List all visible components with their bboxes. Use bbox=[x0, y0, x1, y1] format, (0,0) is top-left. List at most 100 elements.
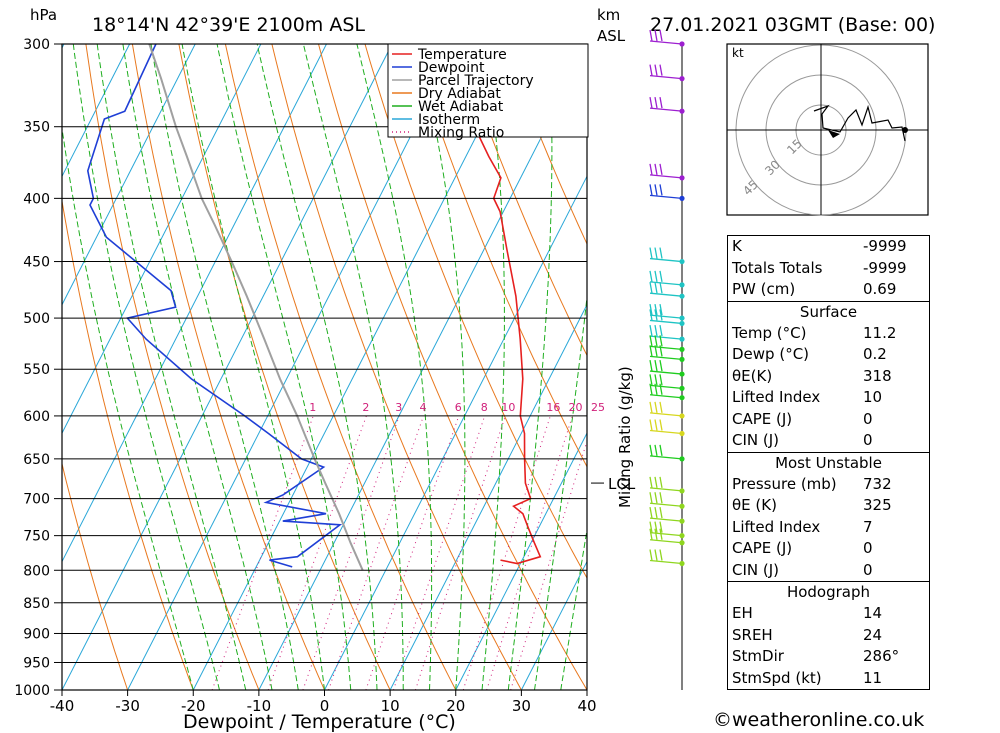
x-tick-label: 40 bbox=[577, 697, 596, 715]
datetime-title: 27.01.2021 03GMT (Base: 00) bbox=[650, 14, 935, 36]
dry-adiabat-line bbox=[504, 44, 587, 246]
mixing-ratio-tick-label: 1 bbox=[309, 401, 316, 414]
surface-row: Lifted Index 10 bbox=[728, 387, 929, 409]
km-axis-unit: km bbox=[597, 6, 620, 24]
wind-barb bbox=[649, 282, 683, 297]
isotherm-line bbox=[455, 432, 587, 690]
most-unstable-section-title: Most Unstable bbox=[775, 453, 882, 472]
most_unstable-value: 7 bbox=[863, 517, 873, 536]
isotherm-line bbox=[389, 303, 587, 690]
wet-adiabat-line bbox=[507, 44, 553, 690]
wind-barb bbox=[649, 163, 683, 179]
x-tick-label: 0 bbox=[320, 697, 330, 715]
surface-section-title: Surface bbox=[799, 302, 858, 321]
hodograph-key: StmSpd (kt) bbox=[732, 668, 822, 687]
wind-barb bbox=[649, 359, 683, 375]
hodograph-section-title: Hodograph bbox=[786, 583, 871, 601]
y-tick-label: 750 bbox=[23, 529, 50, 545]
hodograph-value: 24 bbox=[863, 625, 883, 644]
wet-adiabat-line bbox=[560, 526, 587, 690]
x-tick-label: 30 bbox=[512, 697, 531, 715]
hodograph-value: 14 bbox=[863, 604, 883, 622]
most_unstable-row: Lifted Index 7 bbox=[728, 517, 929, 539]
mixing-ratio-tick-label: 4 bbox=[419, 401, 426, 414]
wind-barb bbox=[649, 374, 683, 390]
y-tick-label: 950 bbox=[23, 655, 50, 671]
wet-adiabat-line bbox=[417, 44, 466, 690]
mixing-ratio-tick-label: 10 bbox=[501, 401, 515, 414]
wind-barb bbox=[649, 64, 683, 80]
most_unstable-key: CIN (J) bbox=[732, 560, 780, 579]
x-tick-label: 20 bbox=[446, 697, 465, 715]
general-row: Totals Totals -9999 bbox=[728, 258, 929, 280]
surface-value: 0.2 bbox=[863, 345, 887, 363]
y-tick-label: 900 bbox=[23, 626, 50, 642]
y-tick-label: 300 bbox=[23, 37, 50, 53]
legend-label: Parcel Trajectory bbox=[418, 73, 534, 89]
isotherm-line bbox=[258, 46, 587, 690]
mixing-ratio-tick-label: 8 bbox=[481, 401, 488, 414]
legend-label: Isotherm bbox=[418, 112, 480, 128]
legend-label: Wet Adiabat bbox=[418, 99, 504, 115]
most_unstable-row: CIN (J) 0 bbox=[728, 560, 929, 582]
isotherm-line bbox=[62, 44, 196, 306]
surface-row: Temp (°C) 11.2 bbox=[728, 323, 929, 345]
x-axis-label: Dewpoint / Temperature (°C) bbox=[183, 711, 456, 733]
surface-key: θE(K) bbox=[732, 366, 773, 385]
surface-key: CAPE (J) bbox=[732, 409, 793, 428]
wind-barb bbox=[649, 184, 683, 200]
most_unstable-value: 0 bbox=[863, 560, 873, 579]
most_unstable-row: CAPE (J) 0 bbox=[728, 538, 929, 560]
legend-label: Dry Adiabat bbox=[418, 86, 501, 102]
most_unstable-value: 732 bbox=[863, 474, 892, 493]
wet-adiabat-line bbox=[586, 687, 587, 690]
general-key: PW (cm) bbox=[732, 280, 796, 298]
dry-adiabat-line bbox=[970, 44, 1000, 690]
mixing-ratio-line bbox=[302, 415, 400, 690]
location-title: 18°14'N 42°39'E 2100m ASL bbox=[92, 14, 365, 36]
hodograph-key: EH bbox=[732, 604, 753, 622]
hodograph-row: EH 14 bbox=[728, 603, 929, 625]
x-tick-label: -30 bbox=[115, 697, 140, 715]
legend-label: Temperature bbox=[417, 47, 507, 63]
y-tick-label: 500 bbox=[23, 311, 50, 327]
hodograph-key: SREH bbox=[732, 625, 773, 644]
barb-point bbox=[679, 533, 685, 539]
wind-barb bbox=[649, 528, 683, 544]
y-tick-label: 650 bbox=[23, 452, 50, 468]
y-tick-label: 1000 bbox=[14, 683, 50, 699]
y-tick-label: 800 bbox=[23, 563, 50, 579]
general-key: Totals Totals bbox=[732, 258, 823, 277]
wind-barbs bbox=[649, 29, 685, 690]
dewpoint-line bbox=[86, 44, 343, 568]
mixing-ratio-line bbox=[328, 415, 424, 690]
y-tick-label: 600 bbox=[23, 409, 50, 425]
surface-row: CAPE (J) 0 bbox=[728, 409, 929, 431]
general-key: K bbox=[732, 237, 742, 255]
most_unstable-key: Lifted Index bbox=[732, 517, 821, 536]
hodograph-row: StmSpd (kt) 11 bbox=[728, 668, 929, 690]
legend-label: Dewpoint bbox=[418, 60, 485, 76]
mixing-ratio-labels: 1 2 3 4 6 8 10 16 20 25 bbox=[309, 401, 605, 414]
isotherm-line bbox=[62, 44, 131, 178]
mixing-ratio-tick-label: 25 bbox=[591, 401, 605, 414]
hodograph-row: StmDir 286° bbox=[728, 646, 929, 668]
hpa-axis-unit: hPa bbox=[30, 6, 57, 24]
wind-barb bbox=[649, 303, 683, 319]
barb-point bbox=[679, 560, 685, 567]
wind-barb bbox=[649, 419, 683, 435]
y-tick-label: 350 bbox=[23, 120, 50, 136]
surface-key: Lifted Index bbox=[732, 388, 821, 406]
most_unstable-value: 0 bbox=[863, 539, 873, 557]
hodograph-end-point bbox=[902, 127, 908, 133]
surface-value: 0 bbox=[863, 431, 873, 449]
most_unstable-value: 325 bbox=[863, 496, 892, 514]
y-tick-label: 550 bbox=[23, 362, 50, 378]
x-tick-label: 10 bbox=[381, 697, 400, 715]
hodograph-value: 11 bbox=[863, 668, 883, 687]
hodograph-unit-label: kt bbox=[732, 46, 744, 60]
wet-adiabat-line bbox=[534, 293, 587, 690]
x-tick-label: -40 bbox=[50, 697, 75, 715]
surface-value: 11.2 bbox=[863, 323, 897, 342]
surface-row: CIN (J) 0 bbox=[728, 430, 929, 452]
